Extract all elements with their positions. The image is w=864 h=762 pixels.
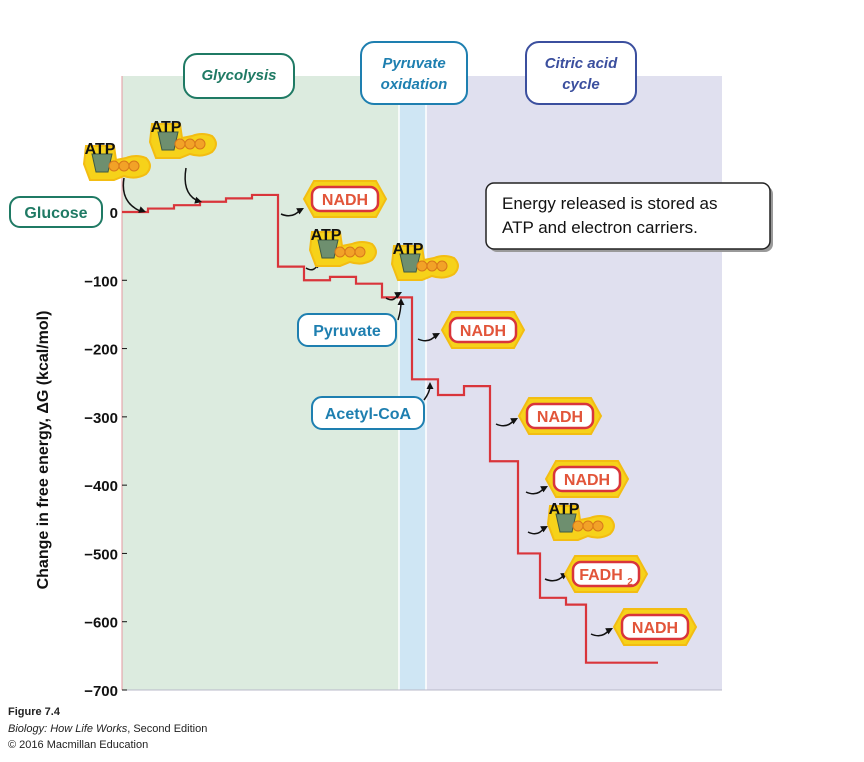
book-title: Biology: How Life Works — [8, 723, 128, 735]
arrowhead — [194, 196, 202, 204]
carrier-badge: NADH — [302, 180, 388, 218]
phosphate-dot — [184, 138, 196, 150]
phosphate-dot — [426, 260, 438, 272]
phase-label-box — [183, 53, 295, 99]
figure-source: Biology: How Life Works, Second Edition — [8, 723, 207, 735]
acetyl-coa-box — [311, 396, 425, 430]
arrowhead — [510, 418, 518, 425]
arrowhead — [432, 333, 440, 340]
atp-label: ATP — [311, 227, 342, 244]
atp-label: ATP — [393, 241, 424, 258]
arrowhead — [394, 292, 402, 299]
book-edition: , Second Edition — [127, 723, 208, 735]
pyruvate-label: Pyruvate — [313, 323, 381, 340]
phosphate-dot — [194, 138, 206, 150]
phosphate-dot — [128, 160, 140, 172]
arrow — [184, 167, 197, 201]
phase-label: cycle — [562, 76, 600, 93]
glucose-box — [9, 196, 103, 228]
phase-label: oxidation — [381, 76, 448, 93]
annotation-text: Energy released is stored as — [502, 194, 717, 213]
arrowhead — [426, 382, 434, 389]
y-tick-label: −600 — [84, 615, 118, 632]
carrier-badge: NADH — [544, 460, 630, 498]
arrowhead — [296, 208, 304, 215]
adenosine-shape — [157, 131, 179, 151]
arrowhead — [605, 628, 613, 635]
carrier-label: NADH — [632, 620, 678, 637]
carrier-box — [448, 316, 518, 344]
atp-label: ATP — [85, 141, 116, 158]
region-band-3 — [426, 76, 722, 690]
phase-label: Citric acid — [545, 55, 618, 72]
figure-number: Figure 7.4 — [8, 706, 60, 718]
carrier-box — [525, 402, 595, 430]
phosphate-dot — [416, 260, 428, 272]
carrier-box — [620, 613, 690, 641]
carrier-badge: NADH — [440, 311, 526, 349]
y-tick-label: −400 — [84, 478, 118, 495]
carrier-badge: FADH 2 — [563, 555, 649, 593]
y-tick-label: −200 — [84, 342, 118, 359]
atp-icon: ATP — [308, 227, 377, 267]
atp-icon: ATP — [546, 501, 615, 541]
phosphate-dot — [118, 160, 130, 172]
atp-label: ATP — [151, 119, 182, 136]
carrier-label: NADH — [537, 409, 583, 426]
atp-icon: ATP — [148, 119, 217, 159]
phase-label-box — [360, 41, 468, 105]
energy-curve — [122, 193, 658, 664]
arrowhead — [138, 206, 146, 213]
phosphate-dot — [592, 520, 604, 532]
adenosine-shape — [399, 253, 421, 273]
phase-label: Glycolysis — [201, 67, 276, 84]
phosphate-dot — [334, 246, 346, 258]
region-band-2 — [399, 76, 426, 690]
phosphate-dot — [354, 246, 366, 258]
carrier-box — [310, 185, 380, 213]
carrier-label: NADH — [564, 472, 610, 489]
phosphate-dot — [174, 138, 186, 150]
phosphate-dot — [344, 246, 356, 258]
carrier-badge: NADH — [517, 397, 603, 435]
y-tick-label: −100 — [84, 273, 118, 290]
carrier-label: NADH — [460, 323, 506, 340]
figure-copyright: © 2016 Macmillan Education — [8, 739, 149, 751]
arrowhead — [397, 298, 405, 305]
y-tick-label: −500 — [84, 546, 118, 563]
arrowhead — [540, 486, 548, 493]
y-tick-label: −700 — [84, 683, 118, 700]
arrow — [122, 177, 141, 212]
phosphate-dot — [572, 520, 584, 532]
annotation-box — [485, 182, 771, 250]
acetyl-coa-label: Acetyl-CoA — [325, 406, 412, 423]
phase-label-box — [525, 41, 637, 105]
atp-label: ATP — [549, 501, 580, 518]
phosphate-dot — [582, 520, 594, 532]
y-axis-label: Change in free energy, ΔG (kcal/mol) — [35, 311, 52, 590]
carrier-label: NADH — [322, 192, 368, 209]
atp-icon: ATP — [82, 141, 151, 181]
phase-label: Pyruvate — [382, 55, 445, 72]
carrier-subscript: 2 — [627, 577, 633, 588]
phosphate-dot — [436, 260, 448, 272]
atp-icon: ATP — [390, 241, 459, 281]
pyruvate-box — [297, 313, 397, 347]
carrier-box — [571, 560, 641, 588]
glucose-label: Glucose — [24, 205, 87, 222]
adenosine-shape — [317, 239, 339, 259]
y-tick-label: −300 — [84, 410, 118, 427]
annotation-text: ATP and electron carriers. — [502, 218, 698, 237]
carrier-box — [552, 465, 622, 493]
carrier-label: FADH — [579, 567, 623, 584]
region-band-1 — [122, 76, 399, 690]
adenosine-shape — [91, 153, 113, 173]
carrier-badge: NADH — [612, 608, 698, 646]
y-tick-label: 0 — [110, 205, 118, 222]
arrowhead — [540, 526, 548, 533]
adenosine-shape — [555, 513, 577, 533]
phosphate-dot — [108, 160, 120, 172]
